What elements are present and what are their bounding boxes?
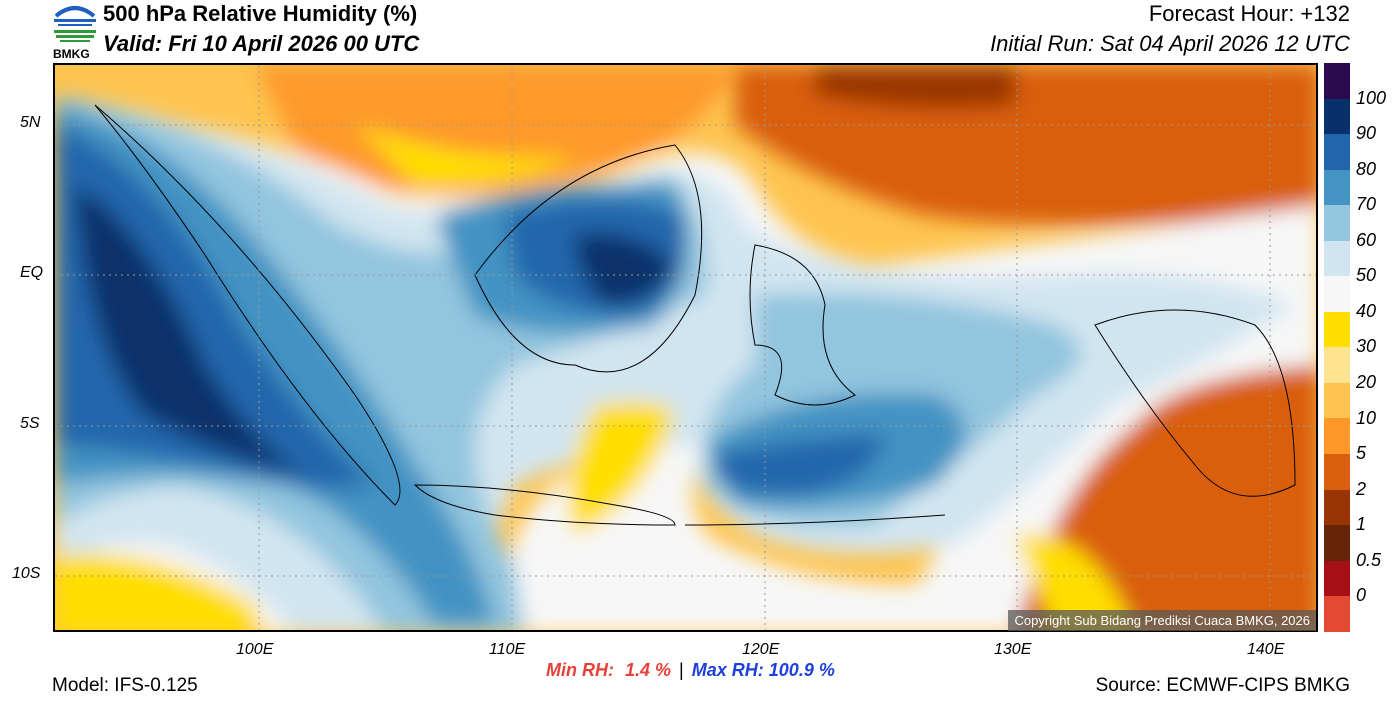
colorbar-bin: [1324, 418, 1350, 455]
lon-label-100e: 100E: [236, 641, 274, 658]
colorbar-bin: [1324, 596, 1350, 632]
coastlines: [94, 104, 1296, 526]
max-rh-label: Max RH:: [691, 660, 764, 680]
lon-label-140e: 140E: [1247, 641, 1285, 658]
source-info: Source: ECMWF-CIPS BMKG: [1095, 675, 1350, 696]
colorbar-bin: [1324, 63, 1350, 99]
separator: |: [679, 660, 684, 680]
chart-title: 500 hPa Relative Humidity (%): [103, 1, 418, 26]
lat-label-5s: 5S: [20, 415, 40, 432]
logo-text: BMKG: [53, 47, 90, 60]
colorbar-bin: [1324, 382, 1350, 419]
min-rh-label: Min RH:: [546, 660, 614, 680]
colorbar-label: 40: [1356, 300, 1377, 321]
colorbar-bin: [1324, 276, 1350, 312]
colorbar-label: 80: [1356, 158, 1377, 179]
colorbar-bin: [1324, 525, 1350, 561]
max-rh-value: 100.9 %: [768, 660, 835, 680]
colorbar-bin: [1324, 560, 1350, 597]
colorbar-label: 60: [1356, 229, 1377, 250]
lat-label-5n: 5N: [20, 114, 41, 131]
colorbar-bin: [1324, 205, 1350, 241]
colorbar-label: 100: [1356, 87, 1387, 108]
lon-label-120e: 120E: [742, 641, 780, 658]
colorbar-label: 0: [1356, 585, 1367, 606]
forecast-hour: Forecast Hour: +132: [1148, 1, 1350, 26]
colorbar: [1324, 63, 1350, 632]
valid-time: Valid: Fri 10 April 2026 00 UTC: [103, 31, 420, 56]
lat-label-eq: EQ: [20, 264, 44, 281]
humidity-map: [53, 63, 1318, 632]
colorbar-label: 2: [1356, 478, 1367, 499]
colorbar-bin: [1324, 347, 1350, 383]
min-max-rh: Min RH: 1.4 % | Max RH: 100.9 %: [546, 660, 835, 681]
colorbar-label: 1: [1356, 514, 1367, 535]
colorbar-label: 20: [1356, 372, 1377, 393]
lat-label-10s: 10S: [12, 565, 41, 582]
colorbar-bin: [1324, 454, 1350, 490]
colorbar-label: 50: [1356, 265, 1377, 286]
colorbar-label: 90: [1356, 123, 1377, 144]
gridlines: [55, 65, 1316, 630]
colorbar-label: 70: [1356, 194, 1377, 215]
colorbar-label: 5: [1356, 443, 1367, 464]
colorbar-bin: [1324, 169, 1350, 206]
lon-label-130e: 130E: [994, 641, 1032, 658]
model-info: Model: IFS-0.125: [52, 675, 198, 696]
min-rh-value: 1.4 %: [625, 660, 672, 680]
initial-run: Initial Run: Sat 04 April 2026 12 UTC: [990, 31, 1350, 56]
colorbar-label: 30: [1356, 336, 1377, 357]
colorbar-label: 0.5: [1356, 549, 1382, 570]
colorbar-bin: [1324, 98, 1350, 135]
colorbar-bin: [1324, 311, 1350, 348]
colorbar-bin: [1324, 489, 1350, 526]
lon-label-110e: 110E: [489, 641, 526, 658]
colorbar-bin: [1324, 134, 1350, 170]
copyright-text: Copyright Sub Bidang Prediksi Cuaca BMKG…: [1008, 610, 1316, 631]
colorbar-bin: [1324, 240, 1350, 277]
bmkg-logo: BMKG: [53, 6, 96, 60]
colorbar-label: 10: [1356, 407, 1377, 428]
